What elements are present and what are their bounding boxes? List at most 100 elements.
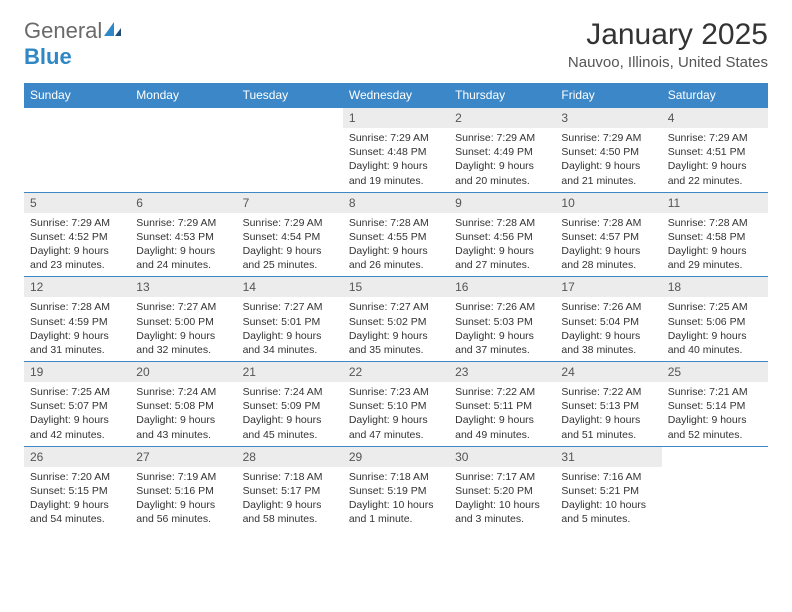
day-line-ss: Sunset: 5:02 PM bbox=[349, 315, 443, 329]
day-line-sr: Sunrise: 7:29 AM bbox=[561, 131, 655, 145]
calendar-cell: 16Sunrise: 7:26 AMSunset: 5:03 PMDayligh… bbox=[449, 277, 555, 362]
day-line-d2: and 24 minutes. bbox=[136, 258, 230, 272]
calendar-cell: 20Sunrise: 7:24 AMSunset: 5:08 PMDayligh… bbox=[130, 362, 236, 447]
day-detail: Sunrise: 7:25 AMSunset: 5:07 PMDaylight:… bbox=[24, 382, 130, 446]
calendar-cell: 29Sunrise: 7:18 AMSunset: 5:19 PMDayligh… bbox=[343, 446, 449, 530]
day-detail: Sunrise: 7:29 AMSunset: 4:50 PMDaylight:… bbox=[555, 128, 661, 192]
day-line-d1: Daylight: 9 hours bbox=[30, 498, 124, 512]
day-line-sr: Sunrise: 7:23 AM bbox=[349, 385, 443, 399]
day-number: 11 bbox=[662, 193, 768, 213]
calendar-cell bbox=[24, 108, 130, 193]
day-detail: Sunrise: 7:28 AMSunset: 4:59 PMDaylight:… bbox=[24, 297, 130, 361]
calendar-week: 12Sunrise: 7:28 AMSunset: 4:59 PMDayligh… bbox=[24, 277, 768, 362]
day-line-d1: Daylight: 9 hours bbox=[243, 244, 337, 258]
calendar-cell: 21Sunrise: 7:24 AMSunset: 5:09 PMDayligh… bbox=[237, 362, 343, 447]
day-line-sr: Sunrise: 7:27 AM bbox=[136, 300, 230, 314]
day-line-ss: Sunset: 5:13 PM bbox=[561, 399, 655, 413]
day-detail: Sunrise: 7:23 AMSunset: 5:10 PMDaylight:… bbox=[343, 382, 449, 446]
day-line-d1: Daylight: 9 hours bbox=[668, 244, 762, 258]
calendar-cell: 4Sunrise: 7:29 AMSunset: 4:51 PMDaylight… bbox=[662, 108, 768, 193]
calendar-cell: 15Sunrise: 7:27 AMSunset: 5:02 PMDayligh… bbox=[343, 277, 449, 362]
calendar-cell: 10Sunrise: 7:28 AMSunset: 4:57 PMDayligh… bbox=[555, 192, 661, 277]
day-line-d1: Daylight: 9 hours bbox=[243, 498, 337, 512]
day-line-sr: Sunrise: 7:18 AM bbox=[349, 470, 443, 484]
day-line-d2: and 43 minutes. bbox=[136, 428, 230, 442]
day-detail: Sunrise: 7:16 AMSunset: 5:21 PMDaylight:… bbox=[555, 467, 661, 531]
day-detail: Sunrise: 7:28 AMSunset: 4:55 PMDaylight:… bbox=[343, 213, 449, 277]
day-detail: Sunrise: 7:27 AMSunset: 5:00 PMDaylight:… bbox=[130, 297, 236, 361]
day-line-d2: and 49 minutes. bbox=[455, 428, 549, 442]
weekday-header: Thursday bbox=[449, 83, 555, 108]
day-detail: Sunrise: 7:27 AMSunset: 5:02 PMDaylight:… bbox=[343, 297, 449, 361]
day-line-ss: Sunset: 5:20 PM bbox=[455, 484, 549, 498]
day-line-d2: and 58 minutes. bbox=[243, 512, 337, 526]
day-line-d1: Daylight: 9 hours bbox=[349, 244, 443, 258]
day-line-sr: Sunrise: 7:28 AM bbox=[561, 216, 655, 230]
calendar-cell: 3Sunrise: 7:29 AMSunset: 4:50 PMDaylight… bbox=[555, 108, 661, 193]
day-line-d1: Daylight: 9 hours bbox=[668, 159, 762, 173]
day-line-d1: Daylight: 9 hours bbox=[30, 244, 124, 258]
day-line-ss: Sunset: 5:16 PM bbox=[136, 484, 230, 498]
day-line-ss: Sunset: 4:52 PM bbox=[30, 230, 124, 244]
day-line-d2: and 3 minutes. bbox=[455, 512, 549, 526]
day-line-d2: and 19 minutes. bbox=[349, 174, 443, 188]
day-detail: Sunrise: 7:29 AMSunset: 4:48 PMDaylight:… bbox=[343, 128, 449, 192]
day-detail: Sunrise: 7:25 AMSunset: 5:06 PMDaylight:… bbox=[662, 297, 768, 361]
day-line-d2: and 47 minutes. bbox=[349, 428, 443, 442]
day-line-ss: Sunset: 5:01 PM bbox=[243, 315, 337, 329]
day-number: 16 bbox=[449, 277, 555, 297]
day-line-sr: Sunrise: 7:28 AM bbox=[668, 216, 762, 230]
day-line-ss: Sunset: 4:59 PM bbox=[30, 315, 124, 329]
sail-icon bbox=[102, 18, 122, 44]
day-line-d2: and 25 minutes. bbox=[243, 258, 337, 272]
day-line-sr: Sunrise: 7:22 AM bbox=[561, 385, 655, 399]
day-line-sr: Sunrise: 7:29 AM bbox=[243, 216, 337, 230]
day-detail: Sunrise: 7:29 AMSunset: 4:53 PMDaylight:… bbox=[130, 213, 236, 277]
day-line-d1: Daylight: 9 hours bbox=[561, 329, 655, 343]
day-line-ss: Sunset: 5:15 PM bbox=[30, 484, 124, 498]
calendar-cell: 19Sunrise: 7:25 AMSunset: 5:07 PMDayligh… bbox=[24, 362, 130, 447]
day-line-d2: and 5 minutes. bbox=[561, 512, 655, 526]
day-detail: Sunrise: 7:28 AMSunset: 4:58 PMDaylight:… bbox=[662, 213, 768, 277]
day-number: 27 bbox=[130, 447, 236, 467]
day-line-ss: Sunset: 5:00 PM bbox=[136, 315, 230, 329]
day-line-sr: Sunrise: 7:29 AM bbox=[349, 131, 443, 145]
day-line-d2: and 20 minutes. bbox=[455, 174, 549, 188]
calendar-cell: 30Sunrise: 7:17 AMSunset: 5:20 PMDayligh… bbox=[449, 446, 555, 530]
day-number: 19 bbox=[24, 362, 130, 382]
day-line-d1: Daylight: 9 hours bbox=[136, 498, 230, 512]
calendar-cell: 14Sunrise: 7:27 AMSunset: 5:01 PMDayligh… bbox=[237, 277, 343, 362]
day-number: 13 bbox=[130, 277, 236, 297]
day-line-ss: Sunset: 4:50 PM bbox=[561, 145, 655, 159]
title-block: January 2025 Nauvoo, Illinois, United St… bbox=[568, 18, 768, 71]
day-line-d2: and 22 minutes. bbox=[668, 174, 762, 188]
weekday-header: Monday bbox=[130, 83, 236, 108]
day-line-d2: and 37 minutes. bbox=[455, 343, 549, 357]
calendar-cell: 1Sunrise: 7:29 AMSunset: 4:48 PMDaylight… bbox=[343, 108, 449, 193]
day-line-d2: and 31 minutes. bbox=[30, 343, 124, 357]
day-line-ss: Sunset: 5:21 PM bbox=[561, 484, 655, 498]
day-line-sr: Sunrise: 7:17 AM bbox=[455, 470, 549, 484]
calendar-cell: 12Sunrise: 7:28 AMSunset: 4:59 PMDayligh… bbox=[24, 277, 130, 362]
day-line-d2: and 52 minutes. bbox=[668, 428, 762, 442]
day-line-d2: and 21 minutes. bbox=[561, 174, 655, 188]
day-line-sr: Sunrise: 7:29 AM bbox=[668, 131, 762, 145]
day-line-ss: Sunset: 5:17 PM bbox=[243, 484, 337, 498]
day-line-ss: Sunset: 4:48 PM bbox=[349, 145, 443, 159]
day-detail: Sunrise: 7:17 AMSunset: 5:20 PMDaylight:… bbox=[449, 467, 555, 531]
day-line-sr: Sunrise: 7:29 AM bbox=[136, 216, 230, 230]
day-line-d2: and 56 minutes. bbox=[136, 512, 230, 526]
day-line-d2: and 1 minute. bbox=[349, 512, 443, 526]
calendar-cell bbox=[662, 446, 768, 530]
calendar-cell: 7Sunrise: 7:29 AMSunset: 4:54 PMDaylight… bbox=[237, 192, 343, 277]
day-number: 14 bbox=[237, 277, 343, 297]
day-line-sr: Sunrise: 7:18 AM bbox=[243, 470, 337, 484]
day-line-ss: Sunset: 4:53 PM bbox=[136, 230, 230, 244]
day-line-ss: Sunset: 4:51 PM bbox=[668, 145, 762, 159]
day-line-ss: Sunset: 5:19 PM bbox=[349, 484, 443, 498]
day-line-ss: Sunset: 5:14 PM bbox=[668, 399, 762, 413]
calendar-cell: 26Sunrise: 7:20 AMSunset: 5:15 PMDayligh… bbox=[24, 446, 130, 530]
day-line-sr: Sunrise: 7:16 AM bbox=[561, 470, 655, 484]
day-line-ss: Sunset: 5:03 PM bbox=[455, 315, 549, 329]
calendar-cell: 9Sunrise: 7:28 AMSunset: 4:56 PMDaylight… bbox=[449, 192, 555, 277]
